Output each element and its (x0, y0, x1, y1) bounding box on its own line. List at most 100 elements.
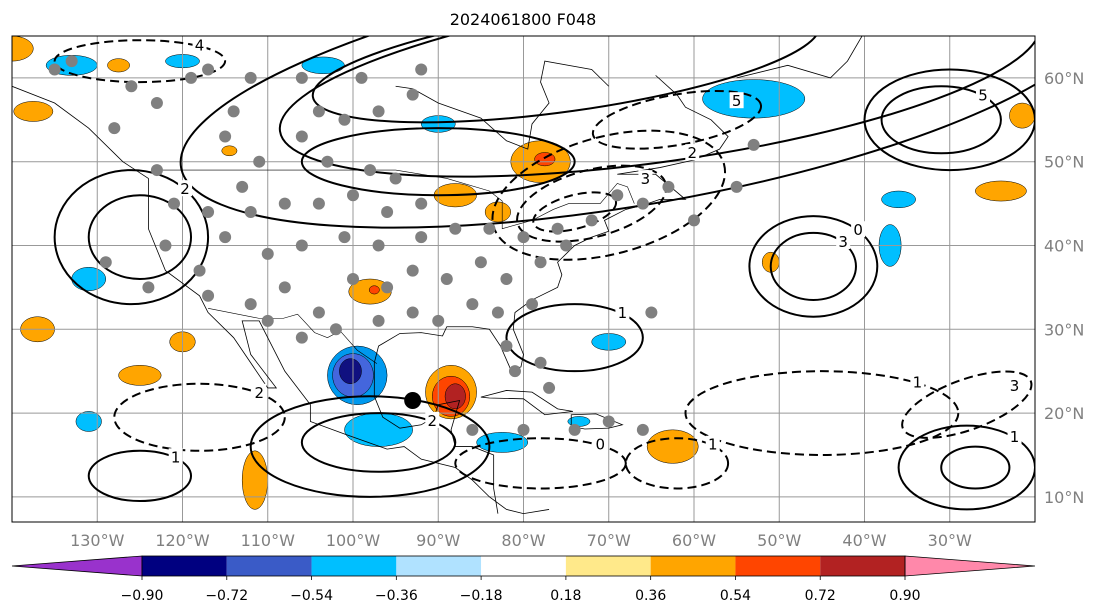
station-marker (227, 105, 240, 118)
contour-label: 5 (978, 86, 988, 104)
station-marker (312, 105, 325, 118)
lat-tick-label: 10°N (1044, 488, 1084, 507)
contour-line (179, 36, 1035, 229)
colorbar-tick-label: 0.54 (720, 588, 751, 604)
shaded-region (221, 145, 238, 157)
contour-line (300, 127, 576, 197)
station-marker (253, 155, 266, 168)
station-marker (364, 164, 377, 177)
colorbar-tick-label: 0.18 (550, 588, 581, 604)
station-marker (261, 314, 274, 327)
colorbar-extend-low (11, 555, 143, 577)
station-marker (543, 381, 556, 394)
center-marker (404, 392, 422, 409)
contour-line (748, 215, 879, 318)
lon-tick-label: 130°W (70, 531, 125, 550)
station-marker (415, 63, 428, 76)
contour-line (249, 395, 491, 498)
station-marker (125, 80, 138, 93)
station-marker (321, 155, 334, 168)
contour-label-bg (836, 232, 851, 249)
station-marker (585, 214, 598, 227)
contour-lines (53, 36, 1035, 511)
contour-label: 4 (740, 16, 750, 34)
contour-line (591, 89, 763, 150)
shaded-region (301, 56, 345, 74)
contour-label: 1 (171, 448, 181, 466)
station-marker (415, 197, 428, 210)
contour-label: 2 (428, 412, 438, 430)
colorbar-tick-label: 0.90 (889, 588, 920, 604)
shaded-region (12, 36, 34, 62)
colorbar: −0.90 −0.72 −0.54 −0.36 −0.18 0.18 0.36 0.54 0.7… (11, 555, 1036, 604)
station-marker (517, 423, 530, 436)
station-marker (244, 205, 257, 218)
shaded-region (107, 58, 130, 73)
contour-label: 1 (913, 374, 923, 392)
station-marker (295, 130, 308, 143)
station-marker (466, 423, 479, 436)
contour-line (311, 36, 821, 124)
station-marker (329, 323, 342, 336)
contour-label-bg (252, 383, 267, 400)
lat-tick-label: 50°N (1044, 153, 1084, 172)
station-marker (150, 97, 163, 110)
station-marker (295, 71, 308, 84)
colorbar-segment (142, 556, 227, 576)
colorbar-tick-label: −0.36 (375, 588, 418, 604)
shaded-region (13, 101, 54, 122)
station-marker (381, 281, 394, 294)
station-marker (244, 71, 257, 84)
shaded-region (368, 285, 380, 295)
colorbar-segment (396, 556, 482, 576)
station-marker (406, 306, 419, 319)
station-marker (278, 197, 291, 210)
station-marker (645, 306, 658, 319)
shaded-region (975, 180, 1027, 202)
station-marker (372, 105, 385, 118)
lon-tick-label: 50°W (757, 531, 801, 550)
shaded-region (881, 190, 916, 209)
shaded-region (1009, 102, 1035, 129)
station-marker (278, 281, 291, 294)
station-marker (219, 231, 232, 244)
station-marker (517, 231, 530, 244)
contour-label-bg (615, 304, 630, 321)
contour-line (505, 303, 644, 373)
coastline-greenland (736, 36, 863, 79)
contour-line (53, 39, 227, 84)
lon-tick-label: 100°W (326, 531, 381, 550)
contour-label-bg (738, 16, 752, 32)
station-marker (560, 239, 573, 252)
station-marker (347, 189, 359, 202)
island-cuba (480, 390, 574, 416)
contour-line (684, 370, 960, 456)
station-marker (236, 180, 249, 193)
lat-tick-label: 60°N (1044, 69, 1084, 88)
contour-label: 0 (966, 0, 976, 12)
colorbar-tick-label: −0.72 (205, 588, 248, 604)
contour-line (87, 194, 193, 281)
station-marker (474, 256, 487, 269)
contour-line (624, 437, 730, 490)
colorbar-segment (565, 556, 651, 576)
shaded-region (484, 201, 511, 223)
colorbar-segment (311, 556, 397, 576)
station-marker (508, 365, 521, 378)
station-marker (244, 298, 257, 311)
contour-line (454, 437, 627, 490)
station-marker (406, 88, 419, 101)
colorbar-segment (481, 556, 566, 576)
colorbar-tick-label: 0.36 (635, 588, 666, 604)
colorbar-segment (820, 556, 905, 576)
station-marker (389, 172, 402, 185)
station-marker (662, 180, 675, 193)
station-marker (568, 423, 581, 436)
station-marker (526, 298, 539, 311)
station-marker (48, 63, 61, 76)
shaded-region (646, 429, 699, 464)
gridlines (12, 36, 1035, 522)
station-markers (48, 55, 760, 436)
